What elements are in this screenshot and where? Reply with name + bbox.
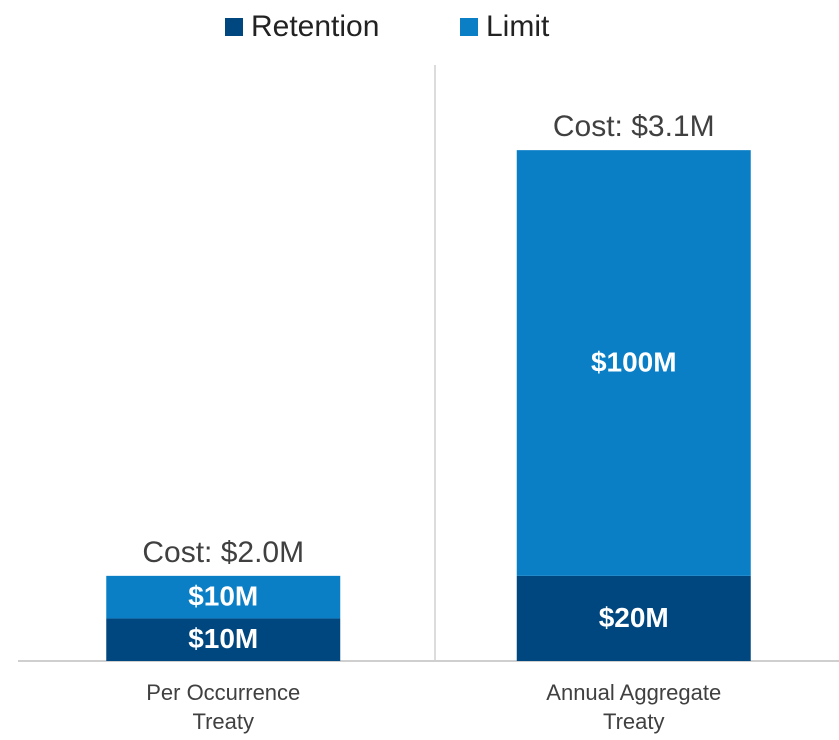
legend-label: Limit [486, 10, 550, 43]
data-label: $10M [188, 581, 258, 612]
bar-segment [106, 618, 341, 661]
cost-annotation: Cost: $2.0M [142, 536, 304, 569]
legend-label: Retention [251, 10, 379, 43]
legend-swatch [460, 18, 478, 36]
bar-segment [516, 575, 751, 661]
legend-swatch [225, 18, 243, 36]
cost-annotation: Cost: $3.1M [553, 110, 715, 143]
x-tick-label: Annual Aggregate Treaty [546, 680, 722, 734]
bar-segment [106, 575, 341, 619]
bar-segment [516, 150, 751, 576]
data-label: $10M [188, 623, 258, 654]
data-label: $20M [599, 602, 669, 633]
x-tick-label: Per Occurrence Treaty [146, 680, 301, 734]
data-label: $100M [591, 346, 677, 377]
